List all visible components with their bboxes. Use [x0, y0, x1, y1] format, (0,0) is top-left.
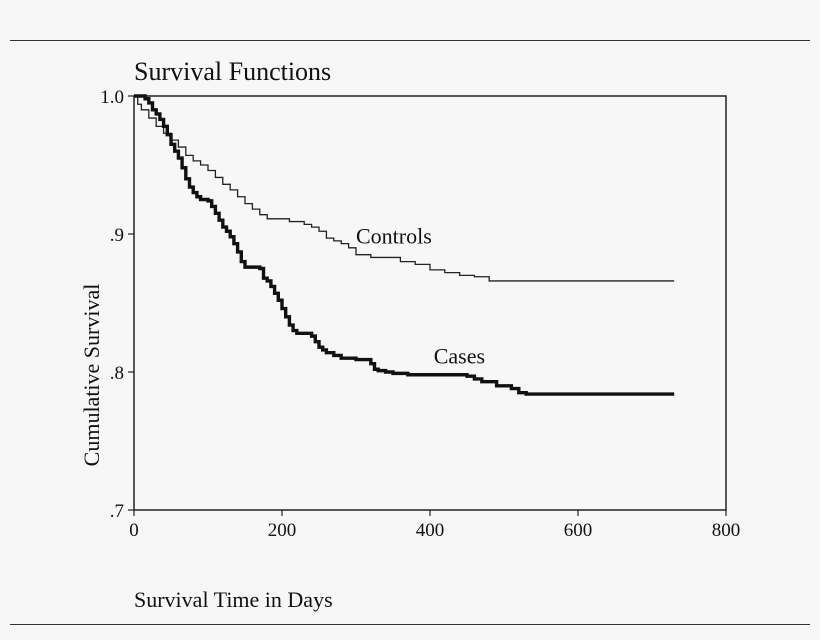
x-tick-label: 0 — [129, 520, 139, 541]
axis-ticks: 0 200 400 600 800 .7 .8 .9 1.0 — [100, 87, 740, 541]
top-rule — [10, 40, 810, 41]
series-line-cases — [134, 94, 675, 396]
x-tick-label: 200 — [268, 520, 297, 541]
series-lines — [134, 94, 675, 396]
y-tick-label: .9 — [110, 225, 124, 246]
series-label-controls: Controls — [356, 224, 432, 249]
bottom-rule — [10, 624, 810, 625]
x-tick-label: 800 — [712, 520, 741, 541]
annotations: Controls Cases — [356, 224, 485, 369]
x-tick-label: 400 — [416, 520, 445, 541]
x-tick-label: 600 — [564, 520, 593, 541]
y-tick-label: .8 — [110, 363, 124, 384]
y-axis-label: Cumulative Survival — [79, 284, 104, 467]
y-tick-label: 1.0 — [100, 87, 124, 108]
x-axis-label: Survival Time in Days — [134, 587, 333, 612]
plot-frame — [133, 95, 727, 511]
chart-title: Survival Functions — [134, 57, 331, 86]
series-label-cases: Cases — [434, 344, 485, 369]
y-tick-label: .7 — [110, 501, 124, 522]
series-line-controls — [134, 95, 675, 282]
